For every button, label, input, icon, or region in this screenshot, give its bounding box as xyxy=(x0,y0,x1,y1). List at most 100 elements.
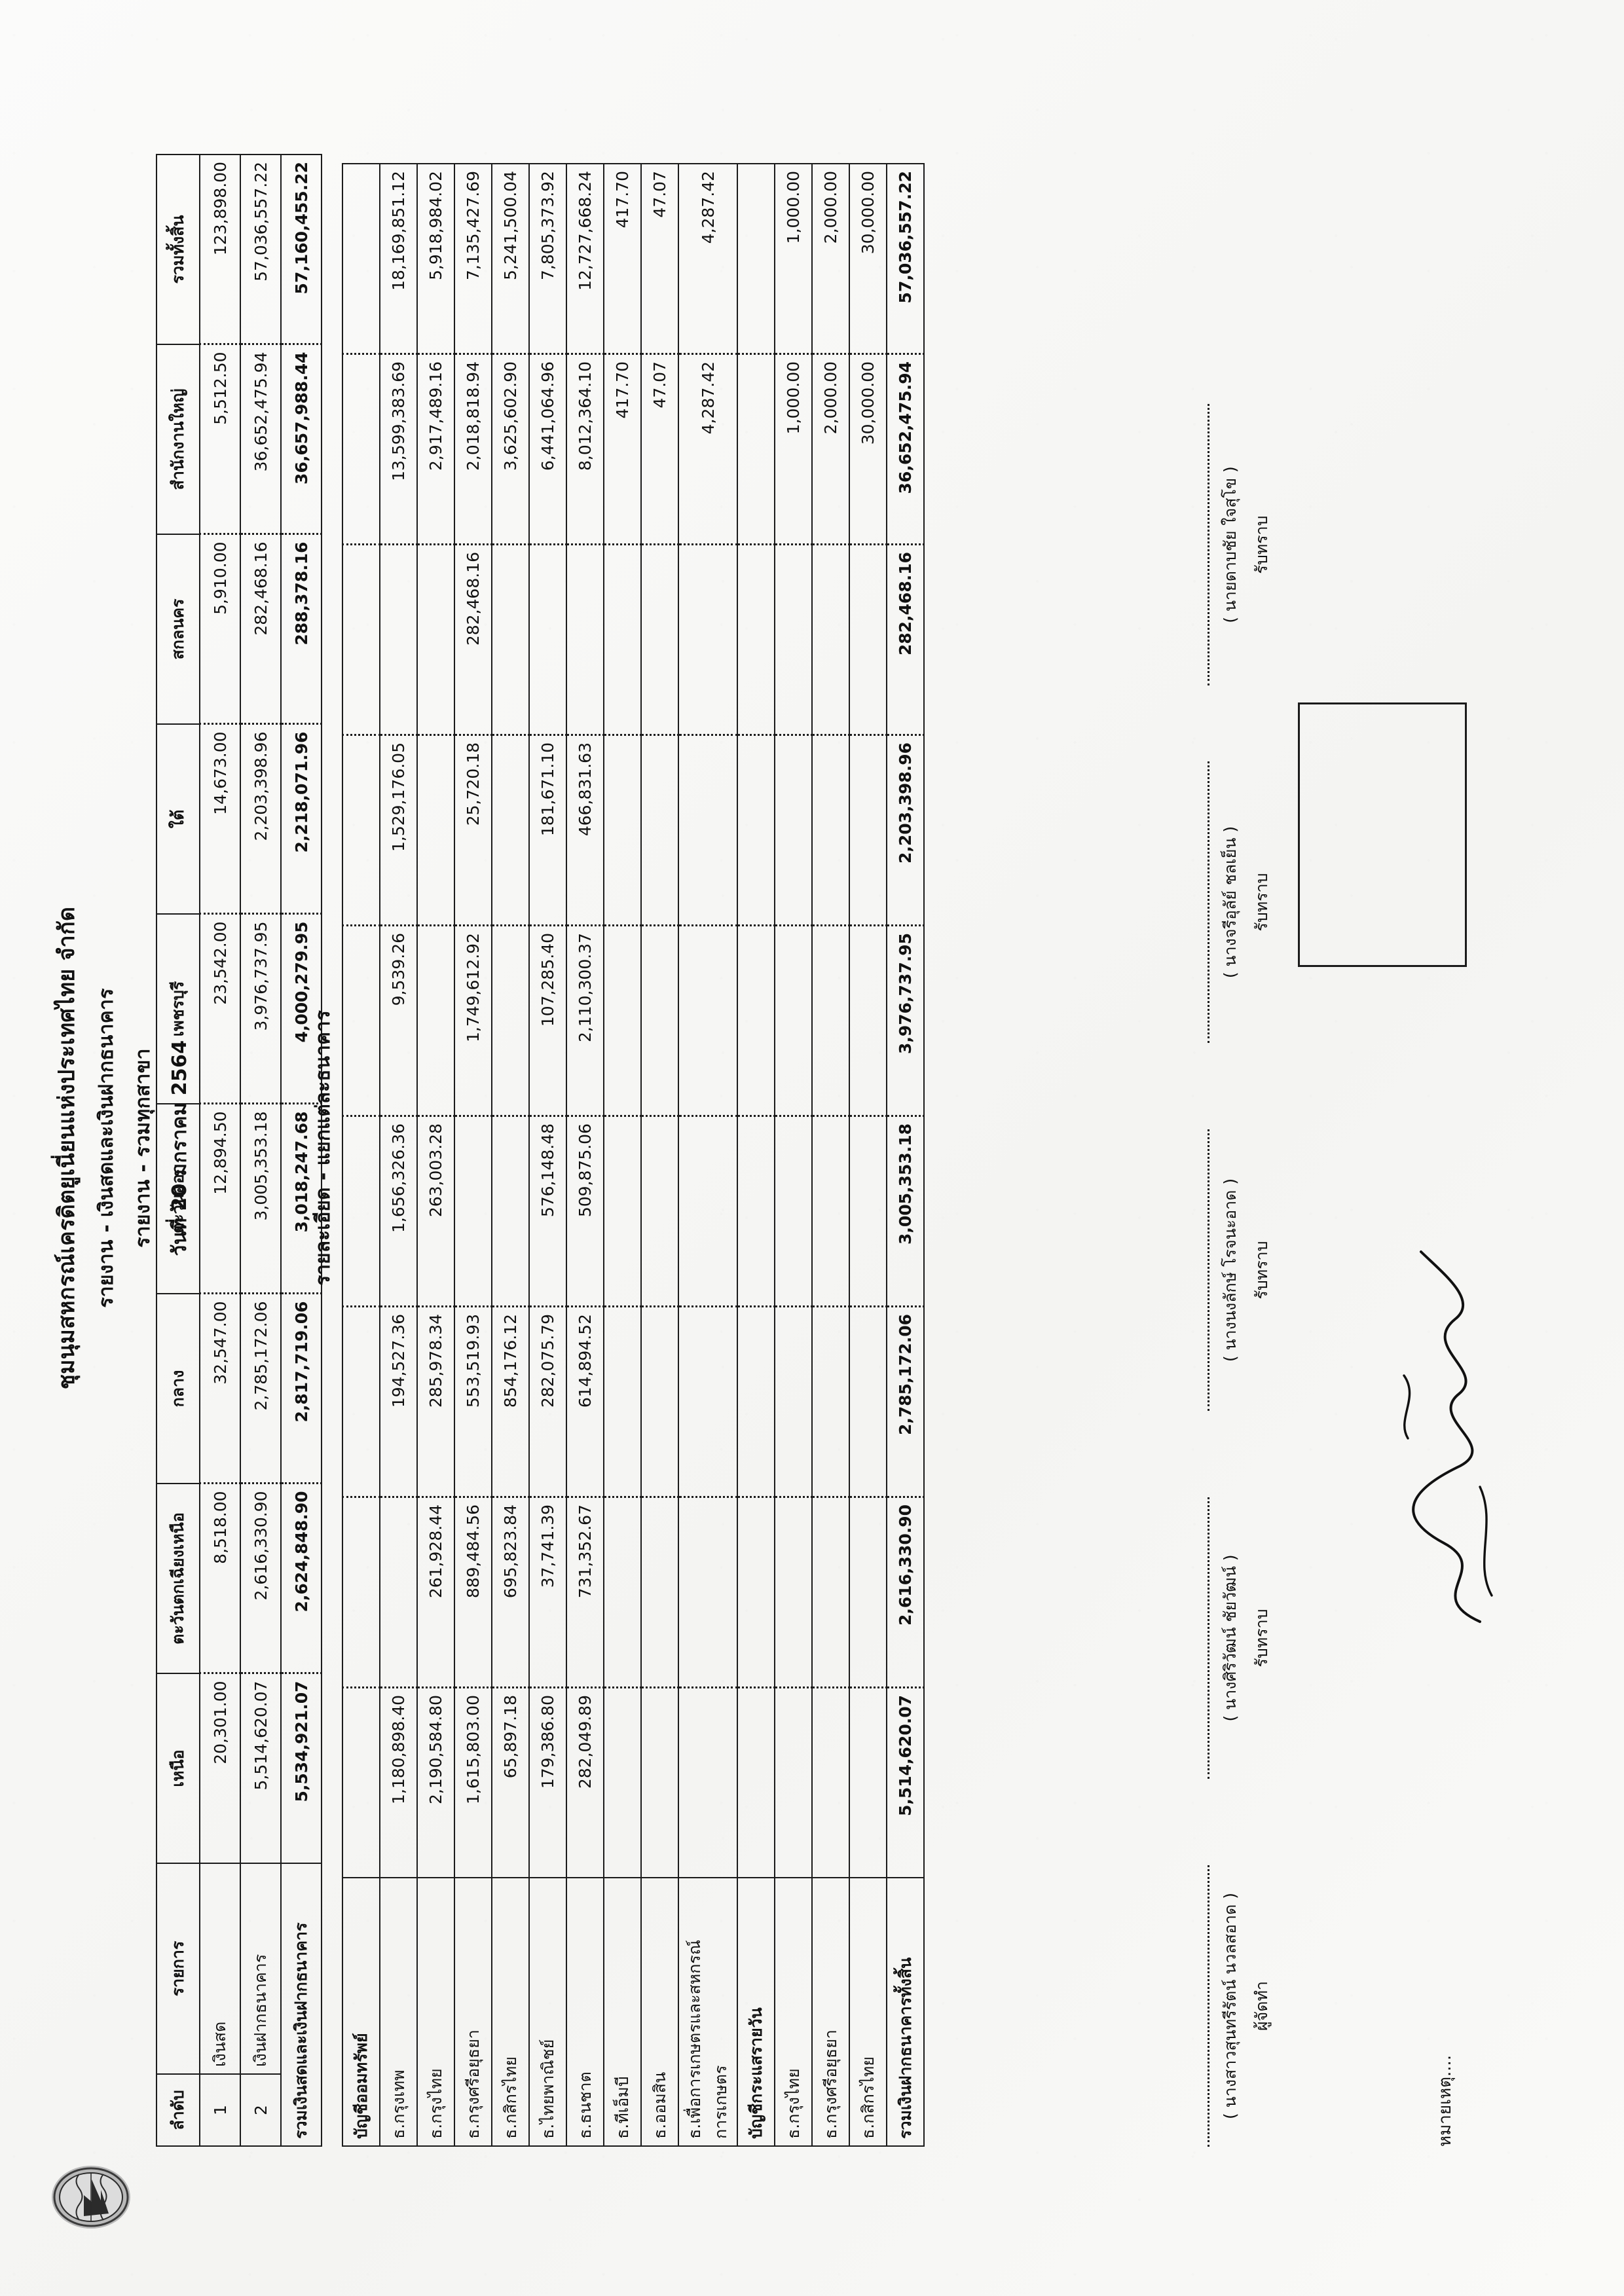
report-line-2: รายงาน - รวมทุกสาขา xyxy=(132,1048,155,1248)
org-name: ชุมนุมสหกรณ์เครดิตยูเนี่ยนแห่งประเทศไทย … xyxy=(54,906,80,1390)
cell-value: 854,176.12 xyxy=(492,1306,529,1497)
cell-value: 553,519.93 xyxy=(454,1306,492,1497)
cell-value xyxy=(849,544,887,735)
col-header-grandtotal: รวมทั้งสิ้น xyxy=(157,155,200,344)
cell-value: 20,301.00 xyxy=(200,1673,240,1863)
cell-value: 7,805,373.92 xyxy=(529,164,566,354)
total-value: 3,005,353.18 xyxy=(887,1116,924,1307)
cell-value: 37,741.39 xyxy=(529,1497,566,1688)
cell-value: 30,000.00 xyxy=(849,164,887,354)
table-row: ธ.เพื่อการเกษตรและสหกรณ์การเกษตร 4,287.4… xyxy=(678,164,737,2146)
cell-value: 1,000.00 xyxy=(775,164,812,354)
section-title: รายละเอียด - แยกแต่ละธนาคาร xyxy=(312,1010,335,1286)
row-item: เงินสด xyxy=(200,1863,240,2074)
cell-value xyxy=(812,1306,849,1497)
group-label: บัญชีกระแสรายวัน xyxy=(737,1878,775,2146)
cell-value xyxy=(492,925,529,1116)
cell-value: 23,542.00 xyxy=(200,914,240,1104)
signature-role: รับทราบ xyxy=(1252,873,1271,932)
table-row: 2 เงินฝากธนาคาร 5,514,620.07 2,616,330.9… xyxy=(240,155,281,2146)
handwriting-annotation xyxy=(1403,1250,1493,1623)
cell-value xyxy=(641,925,678,1116)
cell-value xyxy=(641,544,678,735)
signature-block-ack-2: ( นางนงลักษ์ โรจนะอาด ) รับทราบ xyxy=(1206,1129,1275,1411)
row-item: เงินฝากธนาคาร xyxy=(240,1863,281,2074)
cell-value xyxy=(812,925,849,1116)
cell-value: 32,547.00 xyxy=(200,1294,240,1484)
total-value: 3,976,737.95 xyxy=(887,925,924,1116)
cell-value: 614,894.52 xyxy=(566,1306,604,1497)
cell-value: 466,831.63 xyxy=(566,735,604,926)
row-item: ธ.เพื่อการเกษตรและสหกรณ์การเกษตร xyxy=(678,1878,737,2146)
cell-value: 7,135,427.69 xyxy=(454,164,492,354)
col-header-sakonnakhon: สกลนคร xyxy=(157,534,200,724)
cell-value xyxy=(849,1306,887,1497)
cell-value: 731,352.67 xyxy=(566,1497,604,1688)
col-header-headoffice: สำนักงานใหญ่ xyxy=(157,344,200,534)
cell-value xyxy=(641,1116,678,1307)
row-item: ธ.ไทยพาณิชย์ xyxy=(529,1878,566,2146)
row-item: ธ.กรุงศรีอยุธยา xyxy=(454,1878,492,2146)
table-row: ธ.กสิกรไทย 30,000.00 30,000.00 xyxy=(849,164,887,2146)
cell-value xyxy=(775,1687,812,1878)
cell-value: 5,910.00 xyxy=(200,534,240,724)
cell-value: 4,287.42 xyxy=(678,164,737,354)
cell-value: 8,012,364.10 xyxy=(566,354,604,545)
signature-block-ack-4: ( นายดาบชัย ใจสุโข ) รับทราบ xyxy=(1206,404,1275,685)
cell-value: 9,539.26 xyxy=(380,925,417,1116)
cell-value xyxy=(529,544,566,735)
summary-header-row: ลำดับ รายการ เหนือ ตะวันตกเฉียงเหนือ กลา… xyxy=(157,155,200,2146)
group-label: บัญชีออมทรัพย์ xyxy=(342,1878,380,2146)
cell-value: 5,241,500.04 xyxy=(492,164,529,354)
cell-value: 5,512.50 xyxy=(200,344,240,534)
cell-value: 1,000.00 xyxy=(775,354,812,545)
cell-value xyxy=(812,1116,849,1307)
cell-value xyxy=(678,544,737,735)
cell-value: 2,018,818.94 xyxy=(454,354,492,545)
cell-value: 13,599,383.69 xyxy=(380,354,417,545)
cell-value: 2,616,330.90 xyxy=(240,1484,281,1673)
col-header-item: รายการ xyxy=(157,1863,200,2074)
cell-value xyxy=(775,1116,812,1307)
report-line-1: รายงาน - เงินสดและเงินฝากธนาคาร xyxy=(95,988,118,1308)
col-header-north: เหนือ xyxy=(157,1673,200,1863)
signature-line xyxy=(1206,1129,1209,1411)
col-header-south: ใต้ xyxy=(157,724,200,914)
table-row: ธ.กรุงไทย 1,000.00 1,000.00 xyxy=(775,164,812,2146)
signature-role: รับทราบ xyxy=(1252,1241,1271,1300)
row-item: ธ.กสิกรไทย xyxy=(849,1878,887,2146)
total-value: 5,514,620.07 xyxy=(887,1687,924,1878)
detail-total-row: รวมเงินฝากธนาคารทั้งสิ้น 5,514,620.07 2,… xyxy=(887,164,924,2146)
table-row: ธ.ธนชาต 282,049.89 731,352.67 614,894.52… xyxy=(566,164,604,2146)
cell-value: 282,468.16 xyxy=(240,534,281,724)
cell-value: 181,671.10 xyxy=(529,735,566,926)
cell-value: 285,978.34 xyxy=(417,1306,454,1497)
cell-value: 2,110,300.37 xyxy=(566,925,604,1116)
signature-block-ack-1: ( นางศิริวัฒน์ ชัยวัฒน์ ) รับทราบ xyxy=(1206,1497,1275,1779)
cell-value: 1,656,326.36 xyxy=(380,1116,417,1307)
row-no: 1 xyxy=(200,2074,240,2146)
summary-table: ลำดับ รายการ เหนือ ตะวันตกเฉียงเหนือ กลา… xyxy=(156,154,322,2147)
cell-value xyxy=(492,544,529,735)
cell-value xyxy=(812,544,849,735)
cell-value xyxy=(417,925,454,1116)
cell-value: 47.07 xyxy=(641,354,678,545)
cell-value xyxy=(641,1497,678,1688)
table-row: ธ.กรุงศรีอยุธยา 1,615,803.00 889,484.56 … xyxy=(454,164,492,2146)
cell-value: 2,203,398.96 xyxy=(240,724,281,914)
col-header-phetchaburi: เพชรบุรี xyxy=(157,914,200,1104)
cell-value xyxy=(604,735,641,926)
signature-line xyxy=(1206,1865,1209,2147)
signature-line xyxy=(1206,1497,1209,1779)
signature-name: ( นางสาวสุนทรีรัตน์ นวลสอาด ) xyxy=(1221,1892,1240,2120)
row-item: ธ.กสิกรไทย xyxy=(492,1878,529,2146)
signature-role: ผู้จัดทำ xyxy=(1252,1980,1271,2032)
cell-value xyxy=(604,1306,641,1497)
cell-value: 5,918,984.02 xyxy=(417,164,454,354)
table-row: ธ.กรุงศรีอยุธยา 2,000.00 2,000.00 xyxy=(812,164,849,2146)
cell-value xyxy=(604,1116,641,1307)
cell-value: 18,169,851.12 xyxy=(380,164,417,354)
cell-value: 3,976,737.95 xyxy=(240,914,281,1104)
cell-value xyxy=(849,925,887,1116)
cell-value: 1,529,176.05 xyxy=(380,735,417,926)
